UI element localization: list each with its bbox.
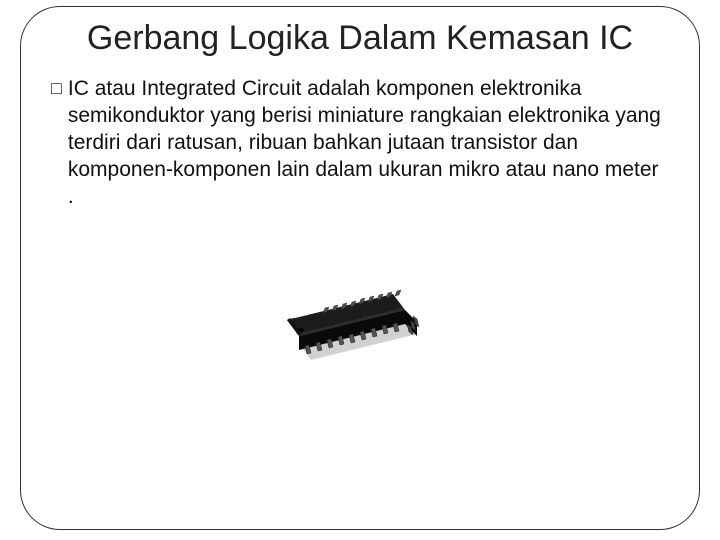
bullet-icon: □ [51,76,62,101]
slide-frame: Gerbang Logika Dalam Kemasan IC □ IC ata… [20,6,700,530]
body-row: □ IC atau Integrated Circuit adalah komp… [51,76,669,210]
slide-title: Gerbang Logika Dalam Kemasan IC [51,19,669,58]
body-block: □ IC atau Integrated Circuit adalah komp… [51,76,669,210]
ic-chip-icon [255,232,465,387]
body-text: IC atau Integrated Circuit adalah kompon… [68,76,669,210]
chip-image-wrap [51,232,669,392]
